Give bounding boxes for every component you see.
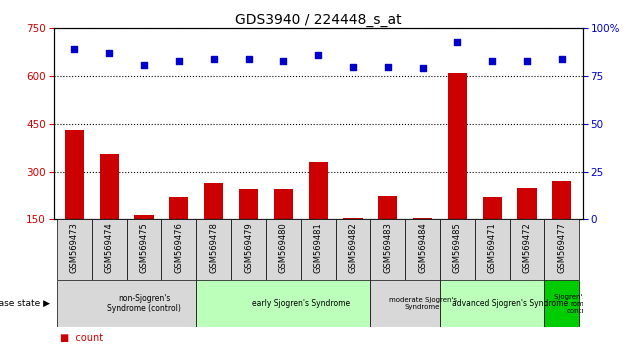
Bar: [197, 280, 370, 327]
Bar: [370, 280, 440, 327]
Bar: [544, 280, 579, 327]
Text: GSM569478: GSM569478: [209, 222, 218, 273]
Bar: [378, 195, 398, 267]
Bar: [544, 219, 579, 280]
Point: [278, 58, 289, 64]
Bar: [57, 219, 92, 280]
Text: GSM569476: GSM569476: [175, 222, 183, 273]
Bar: [405, 219, 440, 280]
Bar: [440, 219, 475, 280]
Point: [522, 58, 532, 64]
Text: ■  count: ■ count: [60, 333, 103, 343]
Bar: [517, 188, 537, 267]
Text: GSM569474: GSM569474: [105, 222, 114, 273]
Text: non-Sjogren's
Syndrome (control): non-Sjogren's Syndrome (control): [107, 294, 181, 313]
Point: [418, 65, 428, 71]
Point: [383, 64, 393, 69]
Bar: [343, 218, 362, 267]
Text: GSM569473: GSM569473: [70, 222, 79, 273]
Point: [104, 50, 114, 56]
Bar: [65, 130, 84, 267]
Text: GSM569482: GSM569482: [348, 222, 357, 273]
Bar: [483, 197, 502, 267]
Text: Sjogren's synd
rome
control: Sjogren's synd rome control: [554, 293, 605, 314]
Text: GSM569484: GSM569484: [418, 222, 427, 273]
Point: [139, 62, 149, 68]
Bar: [204, 183, 223, 267]
Text: GSM569479: GSM569479: [244, 222, 253, 273]
Point: [209, 56, 219, 62]
Text: moderate Sjogren's
Syndrome: moderate Sjogren's Syndrome: [389, 297, 457, 310]
Text: GSM569472: GSM569472: [522, 222, 532, 273]
Text: GSM569480: GSM569480: [279, 222, 288, 273]
Bar: [440, 280, 544, 327]
Bar: [100, 154, 119, 267]
Bar: [413, 218, 432, 267]
Bar: [127, 219, 161, 280]
Text: advanced Sjogren's Syndrome: advanced Sjogren's Syndrome: [452, 299, 568, 308]
Title: GDS3940 / 224448_s_at: GDS3940 / 224448_s_at: [235, 13, 401, 27]
Bar: [57, 280, 197, 327]
Point: [174, 58, 184, 64]
Bar: [309, 162, 328, 267]
Text: GSM569483: GSM569483: [383, 222, 392, 273]
Point: [69, 46, 79, 52]
Bar: [370, 219, 405, 280]
Bar: [553, 181, 571, 267]
Bar: [239, 189, 258, 267]
Text: early Sjogren's Syndrome: early Sjogren's Syndrome: [251, 299, 350, 308]
Bar: [301, 219, 336, 280]
Bar: [448, 73, 467, 267]
Bar: [197, 219, 231, 280]
Bar: [161, 219, 197, 280]
Bar: [336, 219, 370, 280]
Text: GSM569481: GSM569481: [314, 222, 323, 273]
Text: GSM569485: GSM569485: [453, 222, 462, 273]
Bar: [274, 189, 293, 267]
Bar: [475, 219, 510, 280]
Bar: [134, 215, 154, 267]
Text: GSM569471: GSM569471: [488, 222, 496, 273]
Bar: [266, 219, 301, 280]
Text: GSM569477: GSM569477: [558, 222, 566, 273]
Bar: [169, 197, 188, 267]
Text: GSM569475: GSM569475: [140, 222, 149, 273]
Point: [243, 56, 253, 62]
Point: [313, 52, 323, 58]
Bar: [231, 219, 266, 280]
Point: [452, 39, 462, 45]
Point: [487, 58, 497, 64]
Text: disease state ▶: disease state ▶: [0, 299, 50, 308]
Bar: [92, 219, 127, 280]
Bar: [510, 219, 544, 280]
Point: [557, 56, 567, 62]
Point: [348, 64, 358, 69]
